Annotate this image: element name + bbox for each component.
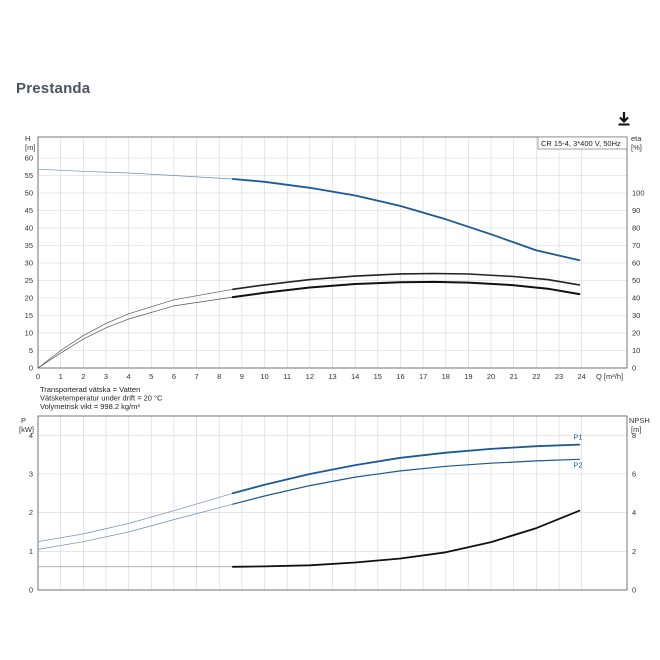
p2-curve <box>232 458 580 505</box>
tick-label: 24 <box>578 372 586 381</box>
legend-text: CR 15-4, 3*400 V, 50Hz <box>541 139 621 148</box>
tick-label: 8 <box>632 431 636 440</box>
tick-label: 4 <box>127 372 131 381</box>
tick-label: 40 <box>25 224 33 233</box>
tick-label: 1 <box>59 372 63 381</box>
tick-label: 90 <box>632 206 640 215</box>
tick-label: 3 <box>104 372 108 381</box>
tick-label: 12 <box>306 372 314 381</box>
efficiency-curve-lower-thin <box>37 281 580 369</box>
tick-label: 22 <box>532 372 540 381</box>
download-arrow-icon[interactable] <box>616 111 632 127</box>
tick-label: 13 <box>328 372 336 381</box>
info-line: Volymetrisk vikt = 998.2 kg/m³ <box>40 402 140 411</box>
tick-label: 20 <box>487 372 495 381</box>
tick-label: 30 <box>25 259 33 268</box>
tick-label: 8 <box>217 372 221 381</box>
tick-label: 0 <box>632 586 636 595</box>
tick-label: 15 <box>25 311 33 320</box>
plot-frame <box>37 136 628 369</box>
tick-label: 17 <box>419 372 427 381</box>
tick-label: 18 <box>442 372 450 381</box>
tick-label: 70 <box>632 241 640 250</box>
power-npsh-chart: 0 1 2 3 4 0 2 4 6 8 P[kW] NPSH[m] P1 P2 <box>19 415 650 595</box>
tick-label: 60 <box>25 154 33 163</box>
x-axis-label: Q [m³/h] <box>596 372 623 381</box>
tick-label: 1 <box>29 547 33 556</box>
page-title: Prestanda <box>16 80 91 97</box>
tick-label: 2 <box>632 547 636 556</box>
tick-label: 20 <box>632 329 640 338</box>
tick-label: 11 <box>283 372 291 381</box>
tick-label: 0 <box>29 586 33 595</box>
npsh-curve <box>231 509 581 568</box>
tick-label: 30 <box>632 311 640 320</box>
p1-label: P1 <box>573 433 582 442</box>
y-axis-label: P <box>21 416 26 425</box>
head-curve-thin <box>37 168 580 261</box>
y2-axis-unit: [%] <box>631 143 642 152</box>
p1-curve-thin <box>37 444 580 543</box>
info-line: Transporterad vätska = Vatten <box>40 385 140 394</box>
tick-label: 20 <box>25 294 33 303</box>
tick-label: 14 <box>351 372 359 381</box>
tick-label: 4 <box>632 508 636 517</box>
tick-label: 35 <box>25 241 33 250</box>
tick-label: 5 <box>149 372 153 381</box>
tick-label: 2 <box>29 508 33 517</box>
tick-label: 25 <box>25 276 33 285</box>
tick-label: 50 <box>632 276 640 285</box>
tick-label: 0 <box>632 364 636 373</box>
npsh-curve-thin <box>37 510 580 568</box>
tick-label: 80 <box>632 224 640 233</box>
tick-label: 3 <box>29 470 33 479</box>
y2-axis-unit: [m] <box>631 425 641 434</box>
tick-label: 60 <box>632 259 640 268</box>
tick-label: 10 <box>632 346 640 355</box>
info-line: Vätsketemperatur under drift = 20 °C <box>40 394 163 403</box>
tick-label: 6 <box>632 470 636 479</box>
tick-label: 19 <box>464 372 472 381</box>
tick-label: 7 <box>194 372 198 381</box>
legend-box <box>537 136 628 150</box>
p1-curve <box>231 443 581 495</box>
efficiency-curve-lower <box>231 280 581 299</box>
p2-label: P2 <box>573 460 582 469</box>
efficiency-curve-upper <box>232 272 581 291</box>
y-axis-unit: [m] <box>25 143 35 152</box>
tick-label: 40 <box>632 294 640 303</box>
tick-label: 21 <box>510 372 518 381</box>
tick-label: 6 <box>172 372 176 381</box>
tick-label: 2 <box>81 372 85 381</box>
tick-label: 4 <box>29 431 33 440</box>
performance-chart: 0510152025303540455055600102030405060708… <box>25 134 645 411</box>
y-axis-label: H <box>25 134 30 143</box>
tick-label: 50 <box>25 189 33 198</box>
p2-curve-thin <box>37 458 580 550</box>
head-curve <box>231 178 581 262</box>
tick-label: 10 <box>25 329 33 338</box>
plot-frame <box>37 415 628 591</box>
tick-label: 0 <box>29 364 33 373</box>
tick-label: 45 <box>25 206 33 215</box>
tick-label: 100 <box>632 189 645 198</box>
tick-label: 5 <box>29 346 33 355</box>
tick-label: 23 <box>555 372 563 381</box>
y2-axis-label: NPSH <box>629 416 650 425</box>
tick-label: 55 <box>25 171 33 180</box>
tick-label: 0 <box>36 372 40 381</box>
tick-label: 15 <box>374 372 382 381</box>
tick-label: 9 <box>240 372 244 381</box>
tick-label: 10 <box>260 372 268 381</box>
tick-label: 16 <box>396 372 404 381</box>
y-axis-unit: [kW] <box>19 425 34 434</box>
y2-axis-label: eta <box>631 134 642 143</box>
